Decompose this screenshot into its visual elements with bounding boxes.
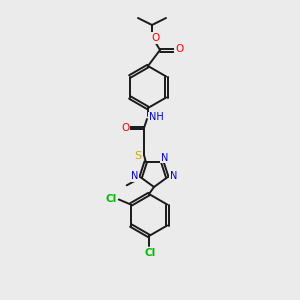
Text: NH: NH <box>148 112 164 122</box>
Text: Cl: Cl <box>144 248 156 258</box>
Text: N: N <box>131 171 138 181</box>
Text: N: N <box>169 171 177 181</box>
Text: Cl: Cl <box>105 194 116 203</box>
Text: O: O <box>175 44 183 54</box>
Text: N: N <box>160 153 168 163</box>
Text: O: O <box>121 123 129 133</box>
Text: O: O <box>152 33 160 43</box>
Text: S: S <box>134 151 142 161</box>
